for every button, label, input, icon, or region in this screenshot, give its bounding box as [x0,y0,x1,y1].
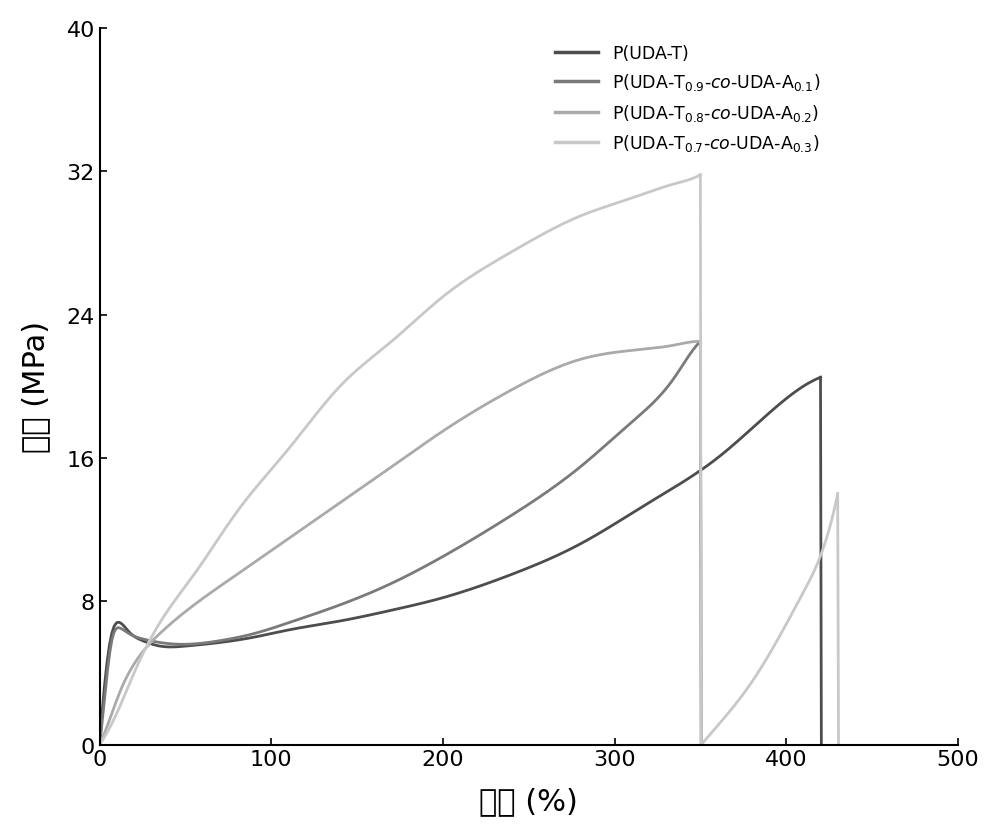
Y-axis label: 应力 (MPa): 应力 (MPa) [21,321,50,453]
Legend: P(UDA-T), P(UDA-T$_{0.9}$-$\mathit{co}$-UDA-A$_{0.1}$), P(UDA-T$_{0.8}$-$\mathit: P(UDA-T), P(UDA-T$_{0.9}$-$\mathit{co}$-… [555,44,820,154]
X-axis label: 应变 (%): 应变 (%) [479,786,578,815]
